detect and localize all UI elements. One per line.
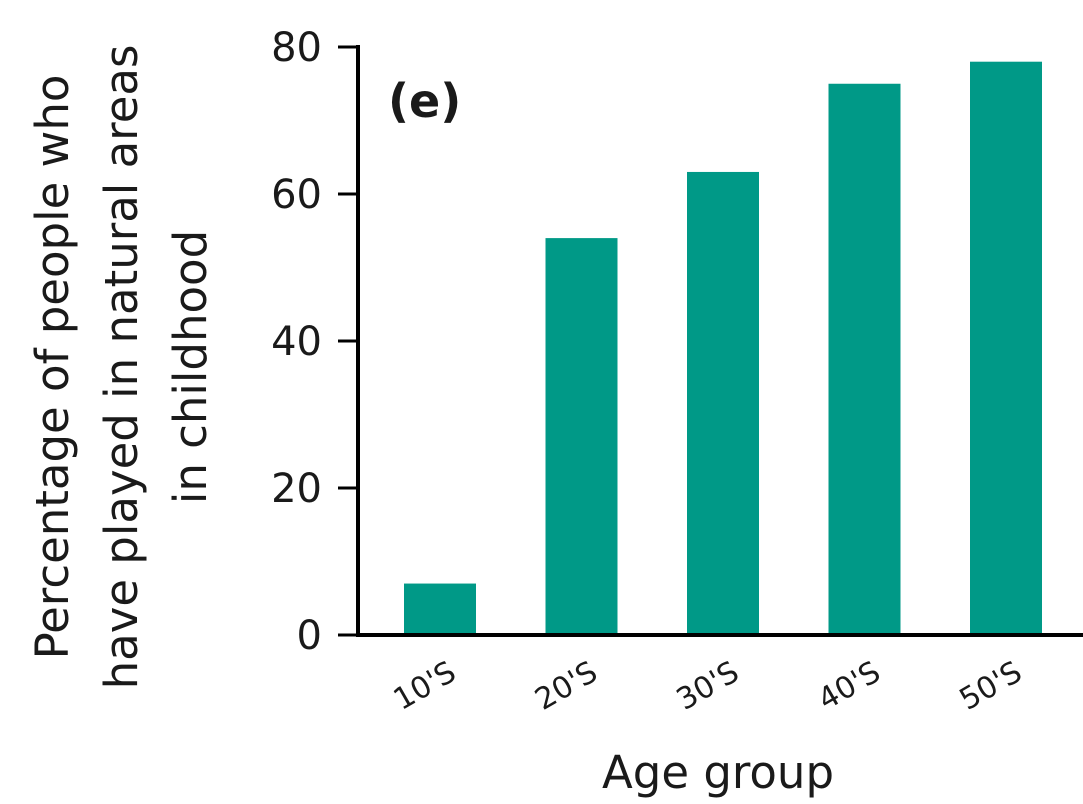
y-axis-title-line-1: Percentage of people who [26, 75, 79, 660]
x-axis-ticks: 10'S 20'S 30'S 40'S 50'S [388, 655, 1028, 718]
y-axis-title-line-2: have played in natural areas [95, 45, 148, 690]
y-tick-label: 80 [271, 25, 322, 71]
bars-layer [404, 61, 1042, 635]
bar-20s [545, 238, 618, 635]
bar-40s [828, 83, 901, 635]
y-tick-label: 20 [271, 466, 322, 512]
y-tick-label: 0 [297, 613, 322, 659]
y-axis-title: Percentage of people who have played in … [26, 45, 217, 690]
x-tick-label: 30'S [671, 655, 745, 718]
y-axis-title-line-3: in childhood [164, 230, 217, 504]
x-tick-label: 10'S [388, 655, 462, 718]
x-tick-label: 40'S [812, 655, 886, 718]
x-tick-label: 50'S [954, 655, 1028, 718]
y-tick-label: 40 [271, 319, 322, 365]
y-axis-ticks: 0 20 40 60 80 [271, 25, 358, 659]
x-axis-title: Age group [602, 746, 834, 799]
bar-10s [404, 583, 476, 635]
bar-30s [687, 171, 759, 635]
panel-label: (e) [388, 74, 461, 128]
bar-50s [970, 61, 1042, 635]
x-tick-label: 20'S [529, 655, 603, 718]
y-tick-label: 60 [271, 172, 322, 218]
